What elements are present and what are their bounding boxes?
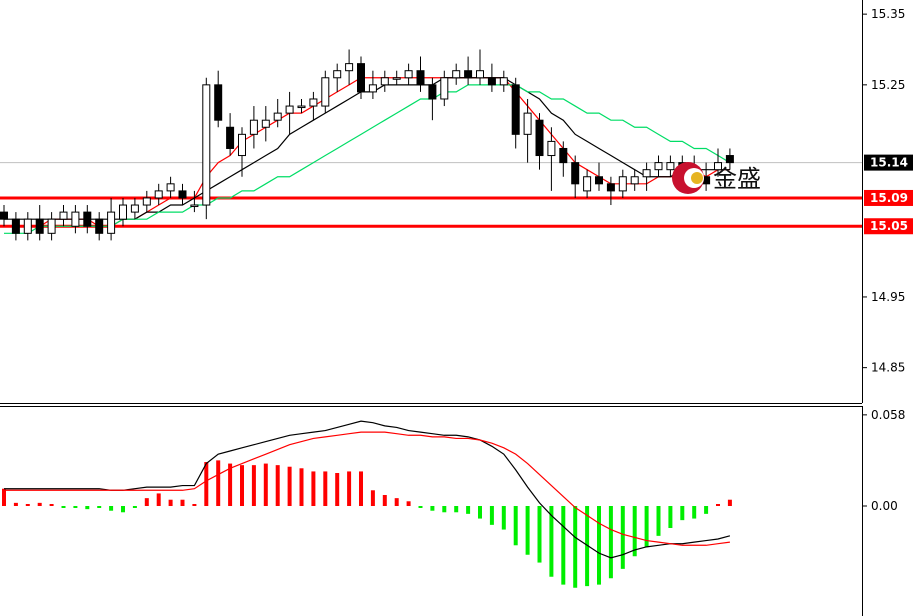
candle — [333, 63, 342, 92]
horizontal-levels — [0, 196, 862, 228]
price-tick-label: 14.95 — [871, 290, 905, 304]
logo-watermark: 金盛 — [672, 162, 761, 194]
candle — [452, 63, 461, 85]
price-panel: 15.35 15.25 14.95 14.85 15.14 15.09 15.05 金… — [0, 7, 913, 375]
candlesticks — [0, 49, 734, 241]
candle — [142, 190, 151, 213]
candle — [190, 190, 199, 213]
signal-line — [4, 431, 730, 546]
candle — [95, 212, 104, 241]
candle — [618, 169, 627, 198]
candle — [464, 56, 473, 85]
indicator-tick-label: 0.058 — [871, 408, 905, 422]
moving-average-lines — [4, 77, 731, 234]
candle — [440, 70, 449, 107]
candle — [202, 77, 211, 220]
candle — [416, 56, 425, 92]
candle — [654, 155, 663, 177]
candle — [511, 77, 520, 149]
macd-histogram — [2, 460, 732, 588]
level-badge-1505: 15.05 — [864, 218, 913, 235]
candle — [559, 141, 568, 177]
logo-text: 金盛 — [713, 165, 761, 193]
candle — [523, 98, 532, 163]
candle — [357, 56, 365, 99]
candle — [249, 106, 258, 149]
level-label-1505: 15.05 — [870, 219, 908, 233]
level-label-1509: 15.09 — [870, 191, 908, 205]
candle — [166, 176, 175, 198]
candle — [83, 205, 92, 234]
indicator-axis-ticks: 0.058 0.00 — [862, 408, 905, 513]
candle — [297, 98, 306, 114]
candle — [535, 113, 544, 170]
price-axis-ticks: 15.35 15.25 14.95 14.85 — [862, 7, 905, 375]
candle — [178, 183, 187, 206]
candle — [392, 70, 401, 85]
candle — [238, 127, 246, 177]
candle — [380, 70, 389, 92]
candle — [606, 176, 615, 206]
candle — [725, 148, 734, 170]
ma-line — [4, 84, 731, 234]
candle — [130, 197, 139, 220]
macd-lines — [4, 420, 731, 559]
candle — [321, 70, 330, 114]
indicator-tick-label: 0.00 — [871, 499, 898, 513]
price-tick-label: 15.35 — [871, 7, 905, 21]
current-price-badge: 15.14 — [864, 154, 913, 171]
candle — [714, 148, 722, 177]
candle — [499, 70, 508, 92]
candle — [261, 106, 270, 142]
candle — [11, 212, 20, 241]
candle — [47, 212, 56, 241]
candle — [59, 205, 68, 227]
candle — [35, 205, 44, 241]
candle — [476, 49, 484, 85]
candle — [214, 70, 223, 128]
candle — [630, 169, 639, 191]
price-tick-label: 14.85 — [871, 361, 905, 375]
candle — [487, 63, 496, 92]
candle — [583, 169, 592, 198]
candle — [119, 197, 127, 227]
candle — [71, 205, 80, 234]
candle — [309, 91, 318, 121]
candle — [226, 113, 235, 156]
candle — [368, 70, 377, 99]
ma-line — [4, 77, 730, 227]
level-badge-1509: 15.09 — [864, 189, 913, 206]
candle — [23, 212, 32, 241]
candle — [0, 205, 8, 227]
candle — [154, 183, 163, 206]
price-tick-label: 15.25 — [871, 78, 905, 92]
candle — [285, 91, 294, 135]
candle — [571, 155, 580, 198]
candle — [404, 63, 413, 85]
candle — [345, 49, 354, 85]
candle — [107, 197, 116, 241]
macd-panel: 0.058 0.00 — [2, 408, 905, 588]
candle — [428, 77, 437, 121]
candle — [595, 162, 603, 191]
candle — [547, 127, 556, 191]
candle — [273, 98, 282, 128]
current-price-label: 15.14 — [870, 156, 908, 170]
candle — [666, 155, 675, 177]
candle — [642, 162, 651, 191]
